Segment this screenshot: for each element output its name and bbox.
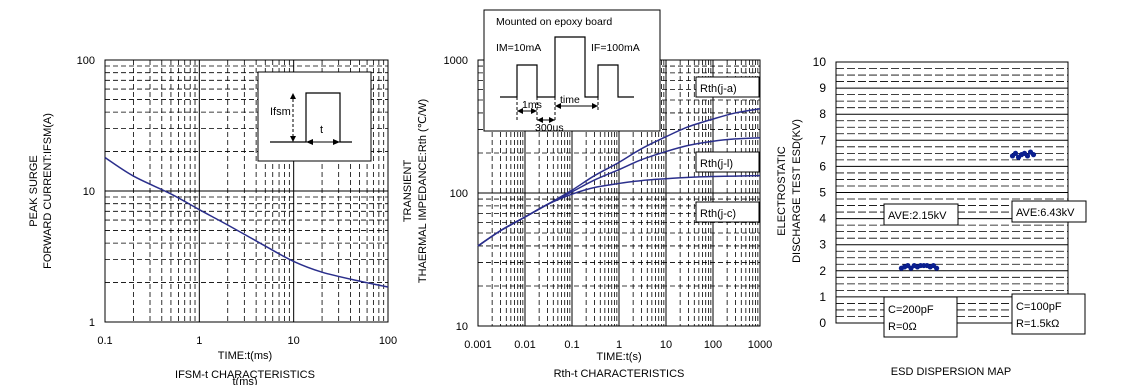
ifsm-inset-right-arrow	[333, 139, 340, 145]
rth-ytick-label: 1000	[444, 55, 468, 67]
esd-ytick-label: 0	[819, 316, 826, 330]
esd-ave2-box	[1011, 200, 1087, 223]
ifsm-title: IFSM-t CHARACTERISTICS	[175, 369, 315, 381]
rth-jl-label: Rth(j-l)	[700, 158, 733, 170]
esd-point	[1012, 150, 1019, 156]
rth-ytick-label: 10	[456, 321, 468, 333]
rth-ja-label: Rth(j-a)	[700, 83, 737, 95]
esd-ylabel-line1: ELECTROSTATIC	[776, 146, 788, 235]
rth-xtick-label: 100	[704, 339, 722, 351]
rth-inset-t2: 300us	[535, 122, 564, 134]
esd-ytick-label: 4	[819, 212, 826, 226]
ifsm-title-overlap: t(ms)	[232, 376, 257, 385]
rth-inset-frame	[483, 9, 661, 132]
esd-points	[898, 149, 1037, 271]
rth-inset-arrow-f	[549, 117, 555, 123]
esd-ytick-label: 6	[819, 159, 826, 173]
ifsm-ylabel-line1: PEAK SURGE	[28, 155, 40, 227]
esd-point	[1024, 153, 1031, 159]
rth-inset-title: Mounted on epoxy board	[496, 16, 612, 28]
rth-inset-im: IM=10mA	[496, 42, 541, 54]
ifsm-inset-frame	[257, 71, 372, 162]
ifsm-inset: Ifsm t	[257, 71, 372, 162]
rth-xtick-label: 1000	[748, 339, 772, 351]
esd-ave1-box	[883, 203, 959, 226]
esd-ytick-label: 8	[819, 107, 826, 121]
ifsm-inset-label-t: t	[320, 124, 323, 136]
ifsm-inset-left-arrow	[306, 139, 313, 145]
ifsm-ytick-label: 10	[83, 186, 95, 198]
rth-inset-arrow-d	[592, 103, 598, 109]
rth-tick-labels: 0.001 0.01 0.1 1 10 100 1000 10 100 1000	[444, 55, 773, 351]
rth-xtick-label: 10	[660, 339, 672, 351]
esd-cond1-line2: R=0Ω	[888, 321, 917, 333]
rth-jc-label: Rth(j-c)	[700, 208, 736, 220]
esd-tick-labels: 0 1 2 3 4 5 6 7 8 9 10	[813, 55, 827, 330]
esd-ytick-label: 1	[819, 290, 826, 304]
ifsm-xtick-label: 100	[379, 335, 397, 347]
rth-curves	[477, 108, 761, 247]
rth-inset-if: IF=100mA	[591, 42, 640, 54]
esd-cond1-line1: C=200pF	[888, 304, 934, 316]
rth-inset-arrow-e	[537, 117, 543, 123]
rth-xtick-label: 1	[616, 339, 622, 351]
ifsm-ylabel-line2: FORWARD CURRENT:IFSM(A)	[42, 113, 54, 269]
esd-chart: 0 1 2 3 4 5 6 7 8 9 10 ELECTROSTATIC DISCHARGE TES…	[776, 55, 1087, 378]
esd-cond2-line1: C=100pF	[1016, 301, 1062, 313]
ifsm-xtick-label: 10	[288, 335, 300, 347]
rth-xtick-label: 0.01	[514, 339, 535, 351]
esd-title: ESD DISPERSION MAP	[891, 366, 1011, 378]
esd-cond2-box	[1011, 293, 1086, 335]
rth-inset-arrow-c	[555, 103, 561, 109]
rth-jc-label-box	[695, 201, 760, 223]
rth-title: Rth-t CHARACTERISTICS	[554, 368, 685, 380]
ifsm-xtick-label: 1	[196, 335, 202, 347]
esd-ytick-label: 10	[813, 55, 827, 69]
esd-point	[934, 265, 940, 271]
ifsm-curve	[104, 156, 389, 288]
rth-chart: 0.001 0.01 0.1 1 10 100 1000 10 100 1000 TRANSIEN…	[402, 9, 773, 380]
rth-inset-time: time	[560, 94, 580, 106]
rth-inset-arrow-b	[531, 108, 537, 114]
ifsm-xlabel: TIME:t(ms)	[218, 350, 272, 362]
esd-ave1-label: AVE:2.15kV	[888, 210, 947, 222]
rth-ylabel-line1: TRANSIENT	[402, 160, 414, 223]
esd-ytick-label: 7	[819, 133, 826, 147]
ifsm-grid	[104, 59, 389, 323]
rth-xtick-label: 0.1	[564, 339, 579, 351]
rth-curve-jc	[477, 174, 761, 247]
rth-jl-label-box	[695, 151, 760, 173]
esd-ave2-label: AVE:6.43kV	[1016, 207, 1075, 219]
ifsm-inset-up-arrow	[290, 93, 296, 99]
rth-inset-arrow-a	[517, 108, 523, 114]
rth-ja-label-box	[695, 76, 760, 98]
rth-inset: Mounted on epoxy board IM=10mA IF=100mA …	[483, 9, 661, 134]
rth-xlabel: TIME:t(s)	[596, 351, 641, 363]
rth-inset-t1: 1ms	[522, 99, 542, 111]
ifsm-inset-pulse	[270, 92, 352, 143]
esd-ytick-label: 3	[819, 238, 826, 252]
rth-ylabel-line2: THAERMAL IMPEDANCE:Rth (℃/W)	[417, 99, 429, 283]
esd-ytick-label: 2	[819, 264, 826, 278]
esd-ytick-label: 5	[819, 186, 826, 200]
esd-point	[1030, 152, 1037, 158]
esd-cond2-line2: R=1.5kΩ	[1016, 318, 1059, 330]
ifsm-ytick-label: 100	[77, 55, 95, 67]
esd-cond1-box	[883, 296, 958, 338]
ifsm-ytick-label: 1	[89, 317, 95, 329]
ifsm-inset-label-ifsm: Ifsm	[270, 106, 291, 118]
rth-xtick-label: 0.001	[464, 339, 492, 351]
ifsm-xtick-label: 0.1	[97, 335, 112, 347]
esd-ytick-label: 9	[819, 81, 826, 95]
rth-ytick-label: 100	[450, 188, 468, 200]
rth-inset-waveform	[500, 36, 634, 98]
esd-ylabel-line2: DISCHARGE TEST ESD(KV)	[791, 119, 803, 263]
ifsm-inset-down-arrow	[290, 136, 296, 142]
